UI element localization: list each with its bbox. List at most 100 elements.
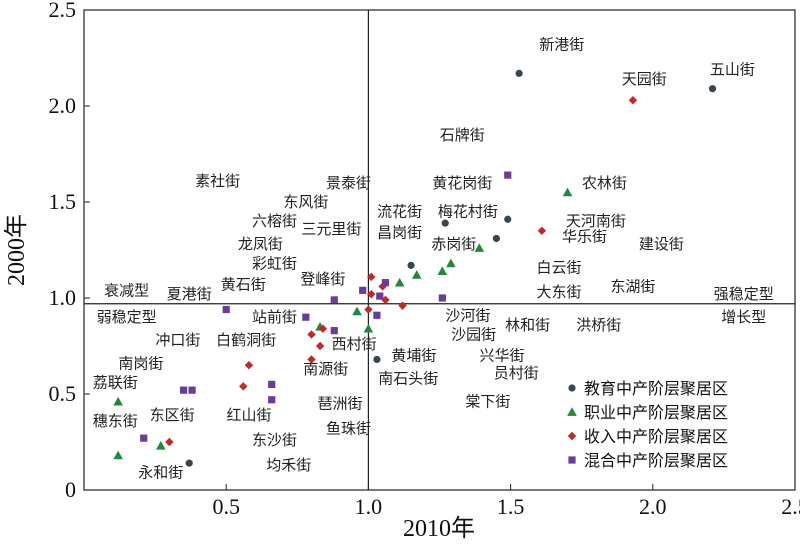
data-point-diamond [307,355,316,364]
data-point-square [330,296,338,304]
data-point-square [376,292,384,300]
legend-marker-diamond [567,431,577,441]
data-point-diamond [364,305,373,314]
point-label: 大东街 [536,283,581,301]
point-label: 石牌街 [440,126,485,144]
point-label: 荔联街 [93,373,138,391]
point-label: 龙凤街 [238,235,283,253]
point-label: 彩虹街 [252,254,297,272]
point-label: 强稳定型 [714,285,774,303]
data-point-square [373,311,381,319]
point-label: 天园街 [622,70,667,88]
point-label: 天河南街 [566,212,626,230]
data-point-triangle [155,441,166,450]
point-label: 东风街 [283,193,328,211]
point-label: 黄埔街 [391,347,436,365]
point-label: 黄花岗街 [432,174,492,192]
data-point-circle [504,215,512,223]
data-point-triangle [446,258,456,268]
y-tick-label: 1.0 [49,285,77,310]
data-point-square [140,434,148,442]
point-label: 农林街 [582,174,627,192]
point-label: 林和街 [505,316,550,334]
data-point-circle [407,261,415,269]
data-point-triangle [363,323,374,333]
point-label: 赤岗街 [431,235,476,253]
x-tick-label: 1.5 [497,494,525,519]
point-label: 均禾街 [266,456,311,474]
data-point-square [268,380,276,388]
legend-marker-square [568,456,576,464]
point-label: 流花街 [377,203,422,221]
y-tick-label: 1.5 [49,189,77,214]
legend-entry-label: 收入中产阶层聚居区 [584,427,728,446]
point-label: 华乐街 [562,228,607,246]
x-tick-label: 0.5 [212,494,240,519]
point-label: 白鹤洞街 [216,331,276,349]
point-label: 员村街 [494,364,539,382]
point-label: 新港街 [539,36,584,54]
legend-entry-label: 教育中产阶层聚居区 [584,379,728,398]
point-label: 沙园街 [451,325,496,343]
point-label: 东湖街 [610,277,655,295]
data-point-diamond [398,301,407,310]
data-point-triangle [394,277,405,287]
data-point-triangle [474,243,485,252]
legend-entry-label: 职业中产阶层聚居区 [584,403,728,422]
legend-marker-triangle [567,407,577,416]
y-tick-label: 2.5 [49,0,77,22]
data-point-triangle [352,306,362,316]
data-point-square [504,171,512,179]
data-point-square [179,386,188,394]
point-label: 景泰街 [326,174,371,192]
data-point-square [222,305,230,314]
point-label: 站前街 [252,308,297,326]
data-point-diamond [165,437,174,447]
point-label: 西村街 [332,335,377,353]
data-point-diamond [367,272,376,282]
point-label: 东区街 [150,406,195,424]
data-point-diamond [628,96,638,105]
point-label: 三元里街 [301,220,361,238]
data-point-diamond [537,226,547,235]
point-label: 穗东街 [93,412,138,430]
point-label: 南石头街 [378,370,438,388]
data-point-diamond [239,382,248,391]
data-point-diamond [367,289,376,299]
y-tick-label: 0 [65,477,76,502]
point-label: 南岗街 [118,354,163,372]
data-point-triangle [562,187,573,197]
point-label: 洪桥街 [576,316,621,334]
point-label: 增长型 [721,308,766,326]
point-label: 东沙街 [252,431,297,449]
point-label: 红山街 [226,406,271,424]
point-label: 白云街 [536,258,581,276]
point-label: 建设街 [639,235,684,253]
y-tick-label: 0.5 [49,381,77,406]
data-point-circle [492,234,500,243]
point-label: 素社街 [195,172,240,190]
point-label: 兴华街 [480,347,525,365]
point-label: 弱稳定型 [97,308,157,326]
point-label: 夏港街 [167,285,212,303]
data-point-triangle [411,270,422,279]
x-tick-label: 2.5 [781,494,800,519]
data-point-circle [441,219,449,227]
y-tick-label: 2.0 [49,93,77,118]
x-axis-title: 2010年 [403,515,475,542]
data-point-triangle [437,266,448,275]
data-point-triangle [113,450,123,460]
x-tick-label: 2.0 [639,494,667,519]
point-label: 衰减型 [104,281,149,299]
point-label: 黄石街 [221,276,266,294]
point-label: 南源街 [303,360,348,378]
data-point-square [438,294,446,302]
legend-entry-label: 混合中产阶层聚居区 [584,451,728,470]
data-point-square [359,286,367,294]
legend-marker-circle [568,384,576,392]
point-label: 五山街 [710,61,755,79]
data-point-circle [708,85,717,93]
point-label: 琶洲街 [317,395,362,413]
